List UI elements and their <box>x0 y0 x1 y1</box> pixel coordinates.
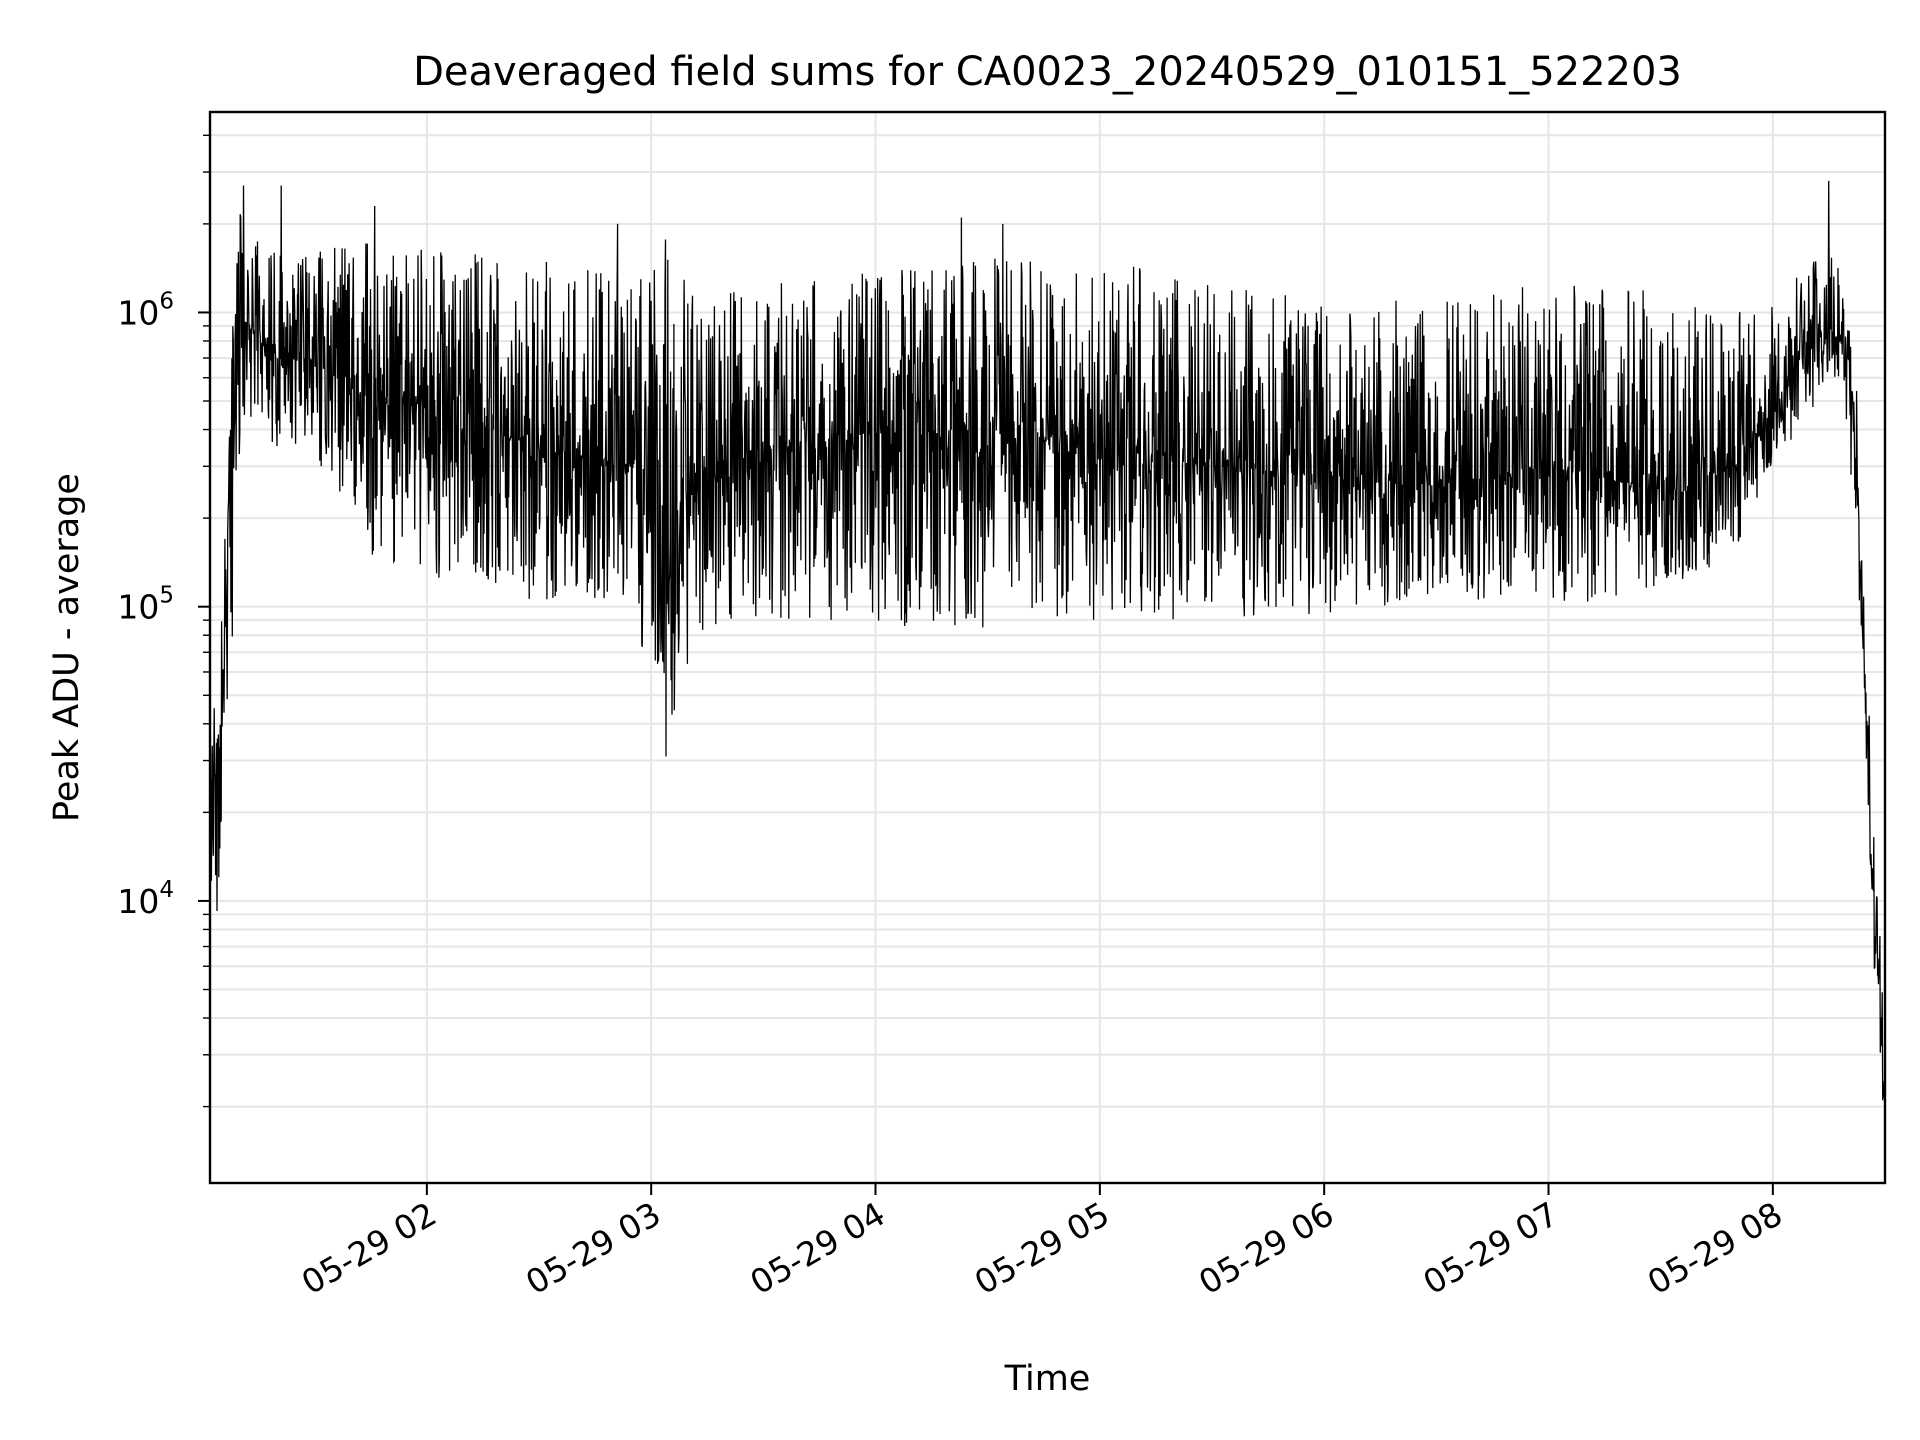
y-tick-label: 104 <box>117 877 174 921</box>
series-layer <box>209 180 1886 1101</box>
y-tick-base: 10 <box>117 293 159 332</box>
y-tick-label: 105 <box>117 583 174 627</box>
y-tick-label: 106 <box>117 288 174 332</box>
y-tick-exponent: 5 <box>159 583 174 609</box>
y-tick-base: 10 <box>117 588 159 627</box>
y-tick-exponent: 4 <box>159 877 174 903</box>
y-tick-base: 10 <box>117 882 159 921</box>
plot-frame <box>208 110 1887 1185</box>
x-axis-label: Time <box>1004 1359 1091 1399</box>
y-tick-exponent: 6 <box>159 288 174 314</box>
series-line <box>209 180 1886 1101</box>
chart-title: Deaveraged field sums for CA0023_2024052… <box>413 49 1682 95</box>
y-axis-label: Peak ADU - average <box>47 473 87 822</box>
